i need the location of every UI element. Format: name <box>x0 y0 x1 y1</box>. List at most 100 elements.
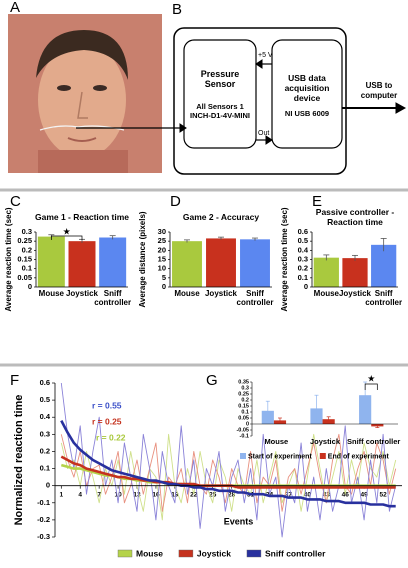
x-tick-label-box: Joystick <box>338 289 371 298</box>
y-tick-label: 0.3 <box>40 429 50 438</box>
x-tick-label-box: Sniff controller <box>236 289 274 307</box>
legend-label: End of experiment <box>328 453 390 460</box>
bar <box>99 237 127 287</box>
significance-marker: ★ <box>367 373 375 383</box>
diagram <box>76 27 407 175</box>
x-tick-label-box: Joystick <box>309 437 340 446</box>
y-tick-label: 0.6 <box>40 378 50 387</box>
y-tick-label: 0 <box>28 282 32 291</box>
daq-title-box: USB data acquisition device <box>285 73 330 103</box>
y-tick-label: 0.2 <box>298 264 308 273</box>
x-tick-label: 52 <box>379 491 387 498</box>
y-tick-label: 0.05 <box>238 415 249 421</box>
x-tick-label: 46 <box>342 491 350 498</box>
y-tick-label: 10 <box>158 264 166 273</box>
significance-bracket <box>364 383 378 390</box>
panel-label: C <box>10 193 21 210</box>
x-tick-label: Sniff controller <box>236 289 274 307</box>
power-label: +5 V <box>258 52 273 59</box>
chart-title: Game 1 - Reaction time <box>34 212 129 222</box>
annotation: r = 0.55 <box>92 400 122 410</box>
raw-line <box>60 382 397 538</box>
y-tick-label: 0 <box>304 282 308 291</box>
photo <box>8 14 162 173</box>
y-tick-label: 5 <box>162 273 166 282</box>
y-tick-label: 0.3 <box>22 227 32 236</box>
x-tick-label: Joystick <box>338 289 371 298</box>
chart-title-box: Passive controller - Reaction time <box>315 207 395 227</box>
panel-label: D <box>170 193 181 210</box>
y-tick-label: 0 <box>162 282 166 291</box>
x-tick-label: Joystick <box>309 437 340 446</box>
y-tick-label: 0.35 <box>238 379 249 385</box>
x-axis-label: Events <box>224 516 254 526</box>
y-tick-label: 0.1 <box>241 409 249 415</box>
y-tick-label: 0.1 <box>22 264 32 273</box>
x-tick-label: Sniff controller <box>94 289 132 307</box>
x-tick-label-box: Sniff controller <box>365 289 402 307</box>
y-tick-label: -0.3 <box>37 532 50 541</box>
y-tick-label: 0.25 <box>238 391 249 397</box>
y-tick-label: 0.5 <box>298 236 308 245</box>
legend-label: Joystick <box>197 548 231 558</box>
x-tick-label-box: Mouse <box>314 289 339 298</box>
y-tick-label: -0.2 <box>37 515 50 524</box>
bar <box>313 257 339 287</box>
y-tick-label: -0.1 <box>240 433 249 439</box>
bar <box>68 241 96 287</box>
sensor-title: Pressure Sensor <box>200 69 240 89</box>
x-tick-label: 1 <box>59 491 63 498</box>
bar <box>172 241 202 287</box>
bar <box>37 236 65 287</box>
x-tick-label: 49 <box>361 491 369 498</box>
significance-bracket <box>50 235 83 240</box>
legend-swatch <box>117 549 133 558</box>
y-tick-label: 0.15 <box>238 403 249 409</box>
legend-label: Start of experiment <box>248 453 312 460</box>
x-tick-label: 13 <box>133 491 141 498</box>
y-tick-label: 0 <box>46 481 50 490</box>
x-tick-label: Mouse <box>38 289 64 298</box>
panel-label: B <box>172 1 182 18</box>
x-tick-label: 10 <box>114 491 122 498</box>
y-tick-label: 15 <box>158 254 166 263</box>
panel-label: G <box>206 372 218 389</box>
out-label: Out <box>258 130 269 137</box>
x-tick-label-box: Mouse <box>264 437 289 446</box>
sensor-detail-box: All Sensors 1 INCH-D1-4V-MINI <box>190 102 250 120</box>
y-tick-label: 0.3 <box>241 385 249 391</box>
bar <box>206 238 236 287</box>
x-tick-label: 37 <box>285 491 293 498</box>
y-tick-label: 0.2 <box>22 245 32 254</box>
x-tick-label-box: Joystick <box>65 289 98 298</box>
y-tick-label: 25 <box>158 236 166 245</box>
x-tick-label: Mouse <box>264 437 289 446</box>
y-tick-label: 0.6 <box>298 227 308 236</box>
annotation: r = 0.25 <box>92 416 122 426</box>
annotation: r = 0.22 <box>96 432 126 442</box>
x-tick-label: 25 <box>209 491 217 498</box>
bar <box>371 244 397 287</box>
x-tick-label: 4 <box>78 491 82 498</box>
chart-title: Passive controller - Reaction time <box>315 207 395 227</box>
x-tick-label: Sniff controller <box>346 437 401 446</box>
y-axis-label: Normalized reaction time <box>13 395 25 526</box>
y-tick-label: 0.5 <box>40 395 50 404</box>
daq-detail: NI USB 6009 <box>284 108 330 118</box>
panel-label: E <box>312 193 322 210</box>
x-tick-label: 19 <box>171 491 179 498</box>
x-tick-label: 28 <box>228 491 236 498</box>
x-tick-label: 43 <box>323 491 331 498</box>
y-tick-label: 0 <box>246 421 249 427</box>
x-tick-label: Joystick <box>65 289 98 298</box>
fit-line <box>60 419 396 508</box>
bar <box>240 239 270 287</box>
bar <box>359 395 372 424</box>
x-tick-label: Joystick <box>204 289 238 298</box>
y-tick-label: 0.1 <box>40 464 50 473</box>
x-tick-label: Mouse <box>174 289 200 298</box>
y-axis-label: Average reaction time (sec) <box>280 207 289 312</box>
y-tick-label: 0.2 <box>40 446 50 455</box>
x-tick-label: 16 <box>152 491 160 498</box>
